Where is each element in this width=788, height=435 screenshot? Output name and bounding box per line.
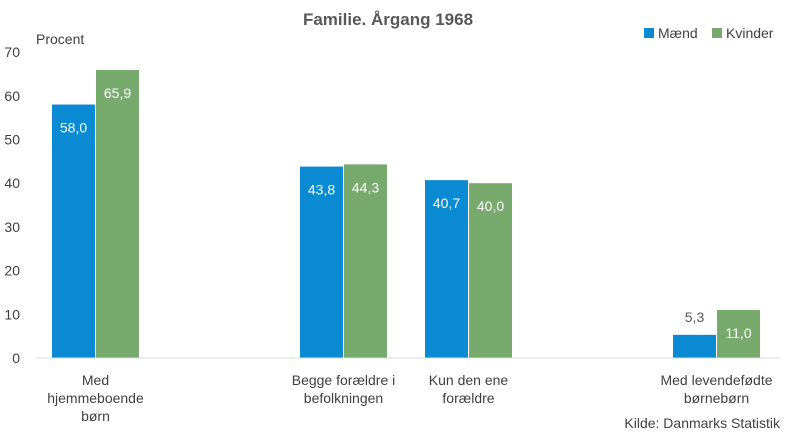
bar-maend <box>300 166 343 358</box>
bar-kvinder <box>469 183 512 358</box>
category-label: forældre <box>442 390 494 406</box>
category-label: befolkningen <box>304 390 383 406</box>
source-note: Kilde: Danmarks Statistik <box>624 415 781 431</box>
x-axis: Med hjemmeboende børn Begge forældre i befol… <box>47 372 773 424</box>
bar-maend <box>52 104 95 358</box>
y-tick-label: 0 <box>12 350 20 366</box>
data-label: 58,0 <box>60 120 87 136</box>
bar-maend <box>673 334 716 358</box>
category-label: Kun den ene <box>429 372 509 388</box>
y-tick-label: 50 <box>4 132 20 148</box>
data-labels: 58,0 43,8 40,7 5,3 65,9 44,3 40,0 11,0 <box>60 85 752 341</box>
bar-kvinder <box>96 70 139 358</box>
data-label: 65,9 <box>104 85 131 101</box>
legend-swatch-kvinder <box>712 28 722 38</box>
data-label: 11,0 <box>725 325 751 341</box>
bar-kvinder <box>717 309 760 358</box>
y-axis: 0 10 20 30 40 50 60 70 <box>4 44 20 366</box>
legend-label-maend: Mænd <box>658 25 698 41</box>
bars <box>52 70 760 358</box>
y-axis-label: Procent <box>36 31 84 47</box>
y-tick-label: 70 <box>4 44 20 60</box>
y-tick-label: 30 <box>4 219 20 235</box>
data-label: 43,8 <box>308 182 335 198</box>
legend-label-kvinder: Kvinder <box>726 25 774 41</box>
chart-title: Familie. Årgang 1968 <box>303 10 473 29</box>
category-label: hjemmeboende <box>47 390 144 406</box>
bar-kvinder <box>344 164 387 358</box>
bar-maend <box>425 180 468 358</box>
data-label: 5,3 <box>685 309 705 325</box>
category-label: Begge forældre i <box>292 372 396 388</box>
y-tick-label: 10 <box>4 306 20 322</box>
data-label: 40,7 <box>433 195 460 211</box>
category-label: børn <box>81 408 110 424</box>
category-label: børnebørn <box>684 390 749 406</box>
y-tick-label: 20 <box>4 263 20 279</box>
legend: Mænd Kvinder <box>644 25 774 41</box>
y-tick-label: 40 <box>4 175 20 191</box>
data-label: 40,0 <box>477 198 504 214</box>
legend-swatch-maend <box>644 28 654 38</box>
category-label: Med <box>82 372 109 388</box>
data-label: 44,3 <box>352 179 379 195</box>
category-label: Med levendefødte <box>660 372 772 388</box>
y-tick-label: 60 <box>4 88 20 104</box>
